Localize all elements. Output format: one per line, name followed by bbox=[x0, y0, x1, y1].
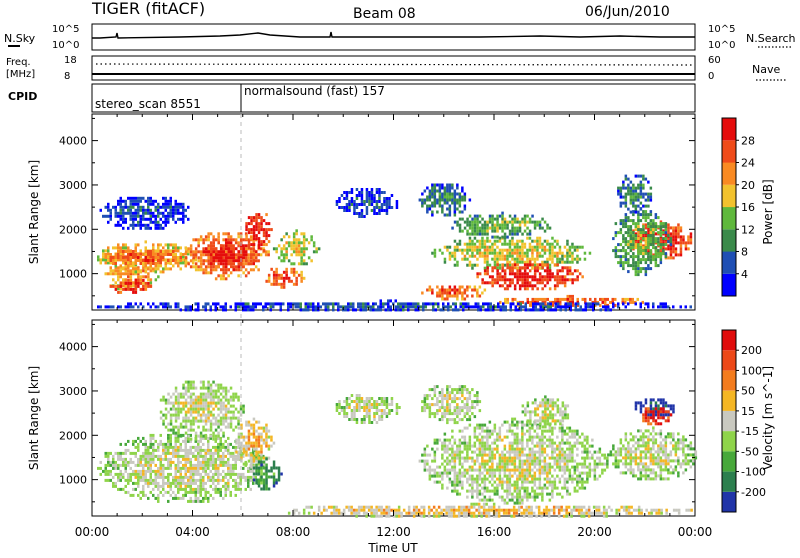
colorbar-tick-label: -15 bbox=[741, 425, 759, 438]
ytick-label: 2000 bbox=[59, 429, 87, 442]
cpid-panel: CPID stereo_scan 8551 normalsound (fast)… bbox=[8, 84, 695, 112]
freq-panel: Freq. [MHz] 18 8 60 0 Nave bbox=[6, 55, 786, 82]
freq-frame bbox=[92, 56, 695, 80]
power-colorbar-label: Power [dB] bbox=[761, 179, 775, 244]
freq-left-tick-top: 18 bbox=[64, 55, 77, 66]
nave-trace bbox=[96, 64, 694, 65]
colorbar-swatch bbox=[722, 370, 736, 390]
ytick-label: 3000 bbox=[59, 179, 87, 192]
xtick-label: 16:00 bbox=[477, 525, 512, 539]
power-colorbar: 4 8 12 16 20 24 28 bbox=[722, 118, 755, 296]
date-title: 06/Jun/2010 bbox=[585, 4, 670, 20]
xtick-label: 08:00 bbox=[276, 525, 311, 539]
ytick-label: 4000 bbox=[59, 135, 87, 148]
nsky-right-tick-bottom: 10^0 bbox=[708, 40, 735, 51]
freq-label-line2: [MHz] bbox=[6, 69, 35, 80]
colorbar-swatch bbox=[722, 451, 736, 471]
colorbar-tick-label: 24 bbox=[741, 157, 755, 170]
colorbar-tick-label: 4 bbox=[741, 268, 748, 281]
power-panel: Slant Range [km] 1000 2000 3000 4000 bbox=[27, 114, 695, 311]
station-title: TIGER (fitACF) bbox=[91, 0, 205, 18]
ytick-label: 3000 bbox=[59, 385, 87, 398]
ytick-label: 4000 bbox=[59, 341, 87, 354]
colorbar-tick-label: 20 bbox=[741, 179, 755, 192]
xtick-label: 12:00 bbox=[376, 525, 411, 539]
freq-left-tick-bottom: 8 bbox=[64, 71, 70, 82]
colorbar-swatch bbox=[722, 207, 736, 229]
ytick-label: 1000 bbox=[59, 474, 87, 487]
nsky-right-tick-top: 10^5 bbox=[708, 24, 735, 35]
colorbar-swatch bbox=[722, 252, 736, 274]
colorbar-tick-label: 28 bbox=[741, 134, 755, 147]
nsky-left-tick-top: 10^5 bbox=[52, 24, 79, 35]
velocity-panel: Slant Range [km] 1000 2000 3000 4000 bbox=[27, 320, 697, 518]
colorbar-tick-label: -50 bbox=[741, 445, 759, 458]
colorbar-swatch bbox=[722, 350, 736, 370]
freq-right-tick-bottom: 0 bbox=[708, 71, 714, 82]
colorbar-tick-label: 100 bbox=[741, 364, 762, 377]
nsky-trace bbox=[92, 32, 695, 38]
cpid-program-2: normalsound (fast) 157 bbox=[244, 84, 385, 98]
ytick-label: 1000 bbox=[59, 268, 87, 281]
ytick-label: 2000 bbox=[59, 223, 87, 236]
nsky-panel: N.Sky 10^5 10^0 10^5 10^0 N.Search bbox=[4, 24, 796, 51]
colorbar-swatch bbox=[722, 185, 736, 207]
xtick-label: 20:00 bbox=[577, 525, 612, 539]
colorbar-tick-label: 50 bbox=[741, 385, 755, 398]
cpid-label: CPID bbox=[8, 90, 37, 103]
colorbar-swatch bbox=[722, 229, 736, 251]
colorbar-swatch bbox=[722, 118, 736, 140]
freq-label-line1: Freq. bbox=[6, 57, 31, 68]
xtick-label: 00:00 bbox=[75, 525, 110, 539]
nsky-left-tick-bottom: 10^0 bbox=[52, 40, 79, 51]
beam-title: Beam 08 bbox=[353, 6, 416, 22]
xtick-label: 00:00 bbox=[678, 525, 713, 539]
velocity-colorbar-label: Velocity [m s^-1] bbox=[761, 366, 775, 470]
velocity-ylabel: Slant Range [km] bbox=[27, 366, 41, 470]
nsearch-label: N.Search bbox=[746, 32, 796, 45]
power-ylabel: Slant Range [km] bbox=[27, 160, 41, 264]
colorbar-swatch bbox=[722, 163, 736, 185]
time-axis-label: Time UT bbox=[367, 541, 418, 554]
xtick-label: 04:00 bbox=[175, 525, 210, 539]
colorbar-swatch bbox=[722, 140, 736, 162]
colorbar-swatch bbox=[722, 330, 736, 350]
colorbar-swatch bbox=[722, 411, 736, 431]
colorbar-tick-label: 12 bbox=[741, 223, 755, 236]
colorbar-swatch bbox=[722, 431, 736, 451]
colorbar-tick-label: 8 bbox=[741, 246, 748, 259]
colorbar-tick-label: 15 bbox=[741, 405, 755, 418]
colorbar-swatch bbox=[722, 391, 736, 411]
colorbar-tick-label: -200 bbox=[741, 486, 766, 499]
colorbar-swatch bbox=[722, 492, 736, 512]
freq-right-tick-top: 60 bbox=[708, 55, 721, 66]
nave-label: Nave bbox=[752, 63, 780, 76]
colorbar-swatch bbox=[722, 472, 736, 492]
nsky-label: N.Sky bbox=[4, 32, 36, 45]
colorbar-tick-label: 200 bbox=[741, 344, 762, 357]
cpid-program-1: stereo_scan 8551 bbox=[95, 97, 201, 111]
colorbar-swatch bbox=[722, 274, 736, 296]
colorbar-tick-label: 16 bbox=[741, 201, 755, 214]
